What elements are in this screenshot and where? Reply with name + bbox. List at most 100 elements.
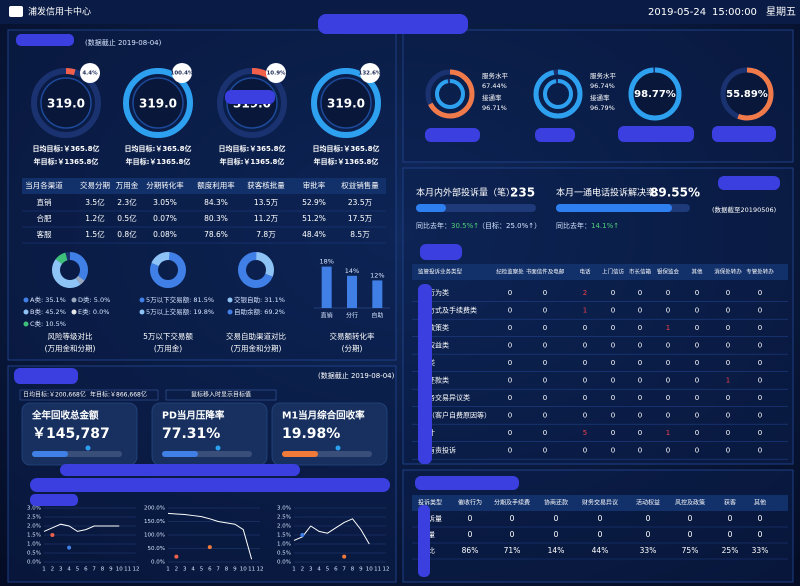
table-cell: 0 [728,514,733,523]
table-cell: 0 [666,342,670,350]
table-cell: 0 [695,359,699,367]
table-header-cell: 权益销售量 [341,180,379,190]
ring-metric-label: 服务水平 [482,71,509,80]
y-tick-label: 150.0% [144,519,165,525]
gauge-percent: 132.6% [359,71,382,77]
table-cell: 0 [638,412,642,420]
gauge-percent: 100.4% [171,71,194,77]
y-tick-label: 1.0% [27,542,41,548]
table-cell: 78.6% [204,230,228,239]
donut-segment [52,252,88,288]
table-cell: 0 [598,530,603,539]
x-tick-label: 1 [166,567,170,573]
kpi-progress [32,451,68,457]
table-row-label: 方式及手续费类 [428,306,477,315]
panel-complaints [402,167,794,465]
hint-box [165,389,277,401]
gauge-core [320,77,372,129]
x-tick-label: 10 [116,567,123,573]
table-cell: 0 [583,324,587,332]
table-cell: 0 [666,447,670,455]
trend-point [342,554,347,559]
y-tick-label: 50.0% [148,546,165,552]
legend-label: A类: 35.1% [30,295,66,304]
table-cell: 3.05% [153,198,177,207]
table-cell: 3.5亿 [85,197,105,207]
table-header-cell: 额度利用率 [197,180,235,190]
table-cell: 8.5万 [350,230,370,239]
table-cell: 33% [752,546,769,555]
stat-change: 30.5%↑ [451,222,479,230]
legend-label: 5万以上交易额: 19.8% [146,307,214,316]
kpi-progress [162,451,198,457]
table-cell: 0 [646,514,651,523]
trend-point [67,545,72,550]
table-cell: 52.9% [302,198,326,207]
table-cell: 17.5万 [348,214,373,223]
legend-swatch [139,309,145,315]
redaction [420,244,462,260]
table-header-cell: 上门信访 [602,268,625,276]
stat-label: 同比去年： [556,221,591,230]
table-cell: 1.5亿 [85,229,105,239]
gauge-badge [172,63,192,83]
table-cell: 1 [726,377,730,385]
redaction [16,34,74,46]
gauge-arc [31,68,101,138]
table-cell: 0 [543,289,547,297]
bar [321,266,332,308]
table-cell: 0 [695,429,699,437]
redaction [712,126,776,142]
table-cell: 0 [508,307,512,315]
table-cell: 0 [543,324,547,332]
as-of-date: (数据截至20190506) [712,205,776,214]
ring-arc [543,79,573,109]
chart-caption: (万用金和分期) [45,343,96,353]
table-cell: 0 [666,412,670,420]
x-tick-label: 3 [309,567,313,573]
table-header-cell: 财务交易异议 [582,499,618,507]
table-cell: 0.07% [153,214,177,223]
brand-name: 浦发信用卡中心 [28,6,91,18]
table-header-cell: 投诉类型 [418,499,442,507]
donut-segment [52,252,88,288]
redaction [318,14,468,34]
table-header-cell: 监管投诉业务类型 [418,268,463,276]
x-tick-label: 直销 [321,312,333,320]
table-cell: 0 [508,289,512,297]
gauge-percent: 4.4% [82,71,98,77]
stat-change: 14.1%↑ [591,222,619,230]
redaction [225,90,275,104]
trend-point [174,554,179,559]
legend-swatch [23,321,29,327]
table-row-label: 政策类 [428,323,449,332]
table-cell: 0 [758,289,762,297]
table-header-bg [412,495,788,511]
table-cell: 0 [508,324,512,332]
x-tick-label: 10 [240,567,247,573]
table-cell: 2.3亿 [117,197,137,207]
kpi-card [271,402,388,466]
y-tick-label: 100.0% [144,533,165,539]
table-cell: 0 [758,394,762,402]
donut-segment [150,252,186,288]
table-cell: 0 [583,342,587,350]
table-cell: 11.2万 [254,214,279,223]
table-row-label: 还款类 [428,376,449,385]
legend-label: D类: 5.0% [78,295,110,304]
x-tick-label: 6 [208,567,212,573]
legend-swatch [23,309,29,315]
chart-caption: 风险等级对比 [48,331,93,341]
table-cell: 51.2% [302,214,326,223]
ring-arc [720,67,774,121]
table-cell: 14% [548,546,565,555]
y-tick-label: 3.0% [277,506,291,512]
gauge-arc [217,68,287,138]
trend-point [50,533,55,537]
ring-arc [425,69,475,119]
legend-label: B类: 45.2% [30,307,66,316]
chart-caption: (万用金和分期) [231,343,282,353]
x-tick-label: 5 [326,567,330,573]
table-header-cell: 专管处转办 [746,268,774,276]
table-cell: 0 [554,530,559,539]
